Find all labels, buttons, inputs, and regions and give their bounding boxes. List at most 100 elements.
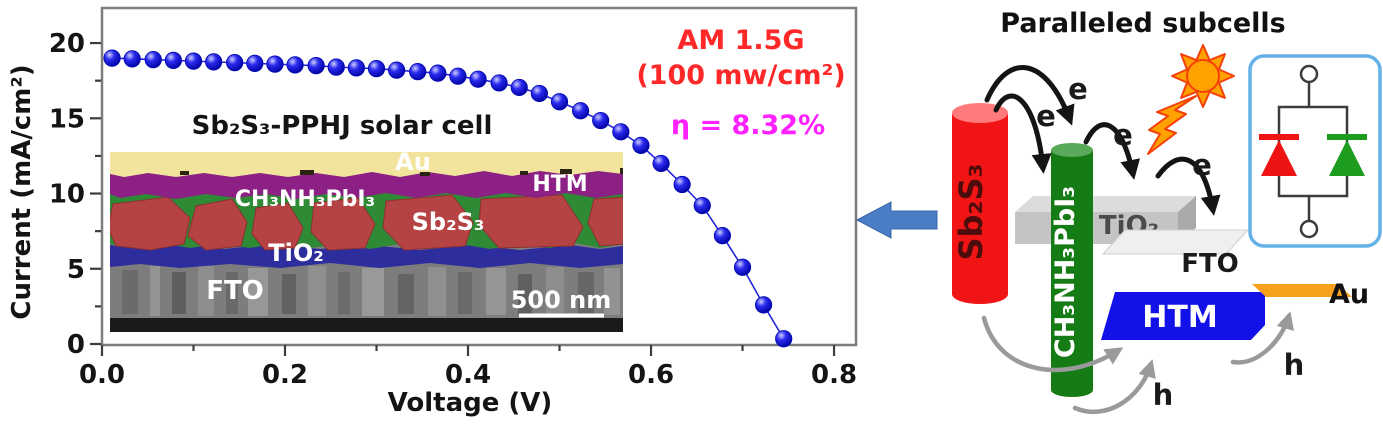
- y-tick-label: 0: [67, 330, 85, 360]
- x-tick-label: 0.2: [262, 360, 308, 390]
- data-point: [367, 60, 386, 78]
- red-diode-icon: [1259, 134, 1299, 176]
- sb2s3-cylinder-label: Sb₂S₃: [952, 163, 990, 260]
- data-point: [246, 54, 264, 72]
- data-point: [550, 93, 569, 111]
- circuit-terminal-bottom: [1299, 219, 1319, 239]
- jv-chart: 0.0 0.2 0.4 0.6 0.8 0 5 10 15 20 Current (mA/cm²…: [7, 6, 858, 418]
- annotation-irradiance: (100 mw/cm²): [636, 60, 845, 91]
- data-point: [409, 63, 427, 81]
- x-axis-ticks: 0.0 0.2 0.4 0.6 0.8: [79, 345, 857, 390]
- fto-label: FTO: [1181, 249, 1239, 279]
- perovskite-cylinder: CH₃NH₃PbI₃: [1050, 143, 1093, 397]
- electron-label: e: [1036, 99, 1056, 133]
- x-tick-label: 0.4: [445, 360, 491, 390]
- x-tick-label: 0.0: [79, 360, 125, 390]
- y-tick-label: 20: [49, 29, 85, 59]
- electron-arrows: e e e e: [984, 65, 1221, 216]
- x-tick-label: 0.8: [811, 360, 857, 390]
- data-point: [693, 196, 711, 215]
- sem-bottom-strip: [110, 318, 623, 332]
- sem-sb2s3-grains: [110, 194, 623, 251]
- sem-tio2-label: TiO₂: [268, 239, 324, 267]
- hole-arrow-3: [1230, 311, 1294, 365]
- data-point: [490, 74, 508, 92]
- data-point: [327, 58, 345, 76]
- data-point: [673, 175, 691, 194]
- data-point: [184, 52, 203, 70]
- lightning-icon: [1147, 95, 1197, 155]
- htm-slab: HTM: [1101, 292, 1265, 340]
- data-point: [775, 330, 793, 348]
- hole-label: h: [1153, 378, 1174, 412]
- sem-fto-texture: [122, 266, 620, 316]
- data-point: [612, 123, 630, 141]
- jv-curve-line: [112, 57, 785, 340]
- sem-au-label: Au: [395, 148, 431, 176]
- perovskite-cylinder-label: CH₃NH₃PbI₃: [1050, 186, 1081, 358]
- sem-sb2s3-label: Sb₂S₃: [412, 208, 485, 236]
- circuit-box: [1248, 54, 1382, 248]
- data-point: [510, 78, 528, 97]
- data-point: [347, 59, 365, 77]
- data-point: [205, 53, 223, 71]
- hole-label: h: [1284, 348, 1305, 382]
- electron-arrow-4: [1155, 156, 1221, 216]
- sem-fto-label: FTO: [206, 276, 264, 306]
- sem-au-layer: [110, 152, 623, 177]
- hole-arrow-1: [981, 315, 1124, 373]
- sem-tio2-layer: [110, 244, 623, 268]
- data-point: [307, 57, 325, 75]
- data-point: [144, 51, 162, 69]
- htm-label: HTM: [1142, 300, 1217, 335]
- data-point: [266, 55, 284, 73]
- data-point: [754, 296, 773, 314]
- electron-arrow-1: [984, 65, 1075, 126]
- annotation-efficiency: η = 8.32%: [671, 110, 825, 141]
- sem-perovskite-label: CH₃NH₃PbI₃: [235, 187, 375, 212]
- electron-arrow-2: [993, 93, 1052, 174]
- fto-slab: FTO: [1101, 229, 1250, 279]
- parallel-diode-circuit: [1248, 54, 1382, 248]
- data-point: [713, 227, 732, 245]
- electron-label: e: [1192, 148, 1212, 182]
- hole-arrow-2: [1072, 359, 1156, 415]
- data-point: [164, 51, 182, 69]
- sem-htm-layer: [110, 170, 623, 199]
- diagram-title: Paralleled subcells: [1000, 8, 1285, 39]
- paralleled-subcells-diagram: Paralleled subcells TiO₂ FTO Sb₂S₃ CH₃NH…: [952, 8, 1382, 415]
- y-axis-title: Current (mA/cm²): [7, 64, 37, 319]
- annotation-am15g: AM 1.5G: [677, 25, 804, 56]
- green-diode-icon: [1327, 134, 1367, 176]
- y-tick-label: 5: [67, 255, 85, 285]
- jv-curve: [103, 49, 793, 348]
- data-point: [388, 61, 406, 79]
- x-tick-label: 0.6: [628, 360, 674, 390]
- data-point: [530, 84, 548, 103]
- data-point: [449, 67, 467, 85]
- data-point: [103, 49, 121, 67]
- sem-inset: Au HTM CH₃NH₃PbI₃ Sb₂S₃ TiO₂ FTO 500 nm: [110, 148, 623, 332]
- au-label: Au: [1329, 279, 1369, 310]
- data-point: [123, 50, 141, 68]
- sem-scalebar-label: 500 nm: [511, 286, 612, 314]
- sem-au-specks: [180, 168, 623, 176]
- data-point: [469, 70, 487, 88]
- data-point: [286, 56, 304, 74]
- hole-arrows: h h: [981, 311, 1305, 415]
- electron-label: e: [1068, 72, 1088, 106]
- electron-arrow-3: [1083, 122, 1140, 180]
- circuit-terminal-top: [1299, 64, 1319, 84]
- data-point: [733, 258, 752, 276]
- x-axis-title: Voltage (V): [388, 388, 553, 418]
- data-point: [571, 102, 590, 120]
- sem-htm-label: HTM: [532, 172, 587, 197]
- electron-label: e: [1113, 118, 1133, 152]
- data-point: [226, 54, 244, 72]
- data-point: [632, 136, 650, 154]
- data-point: [652, 154, 670, 173]
- y-tick-label: 15: [49, 104, 85, 134]
- y-axis-ticks: 0 5 10 15 20: [49, 29, 101, 360]
